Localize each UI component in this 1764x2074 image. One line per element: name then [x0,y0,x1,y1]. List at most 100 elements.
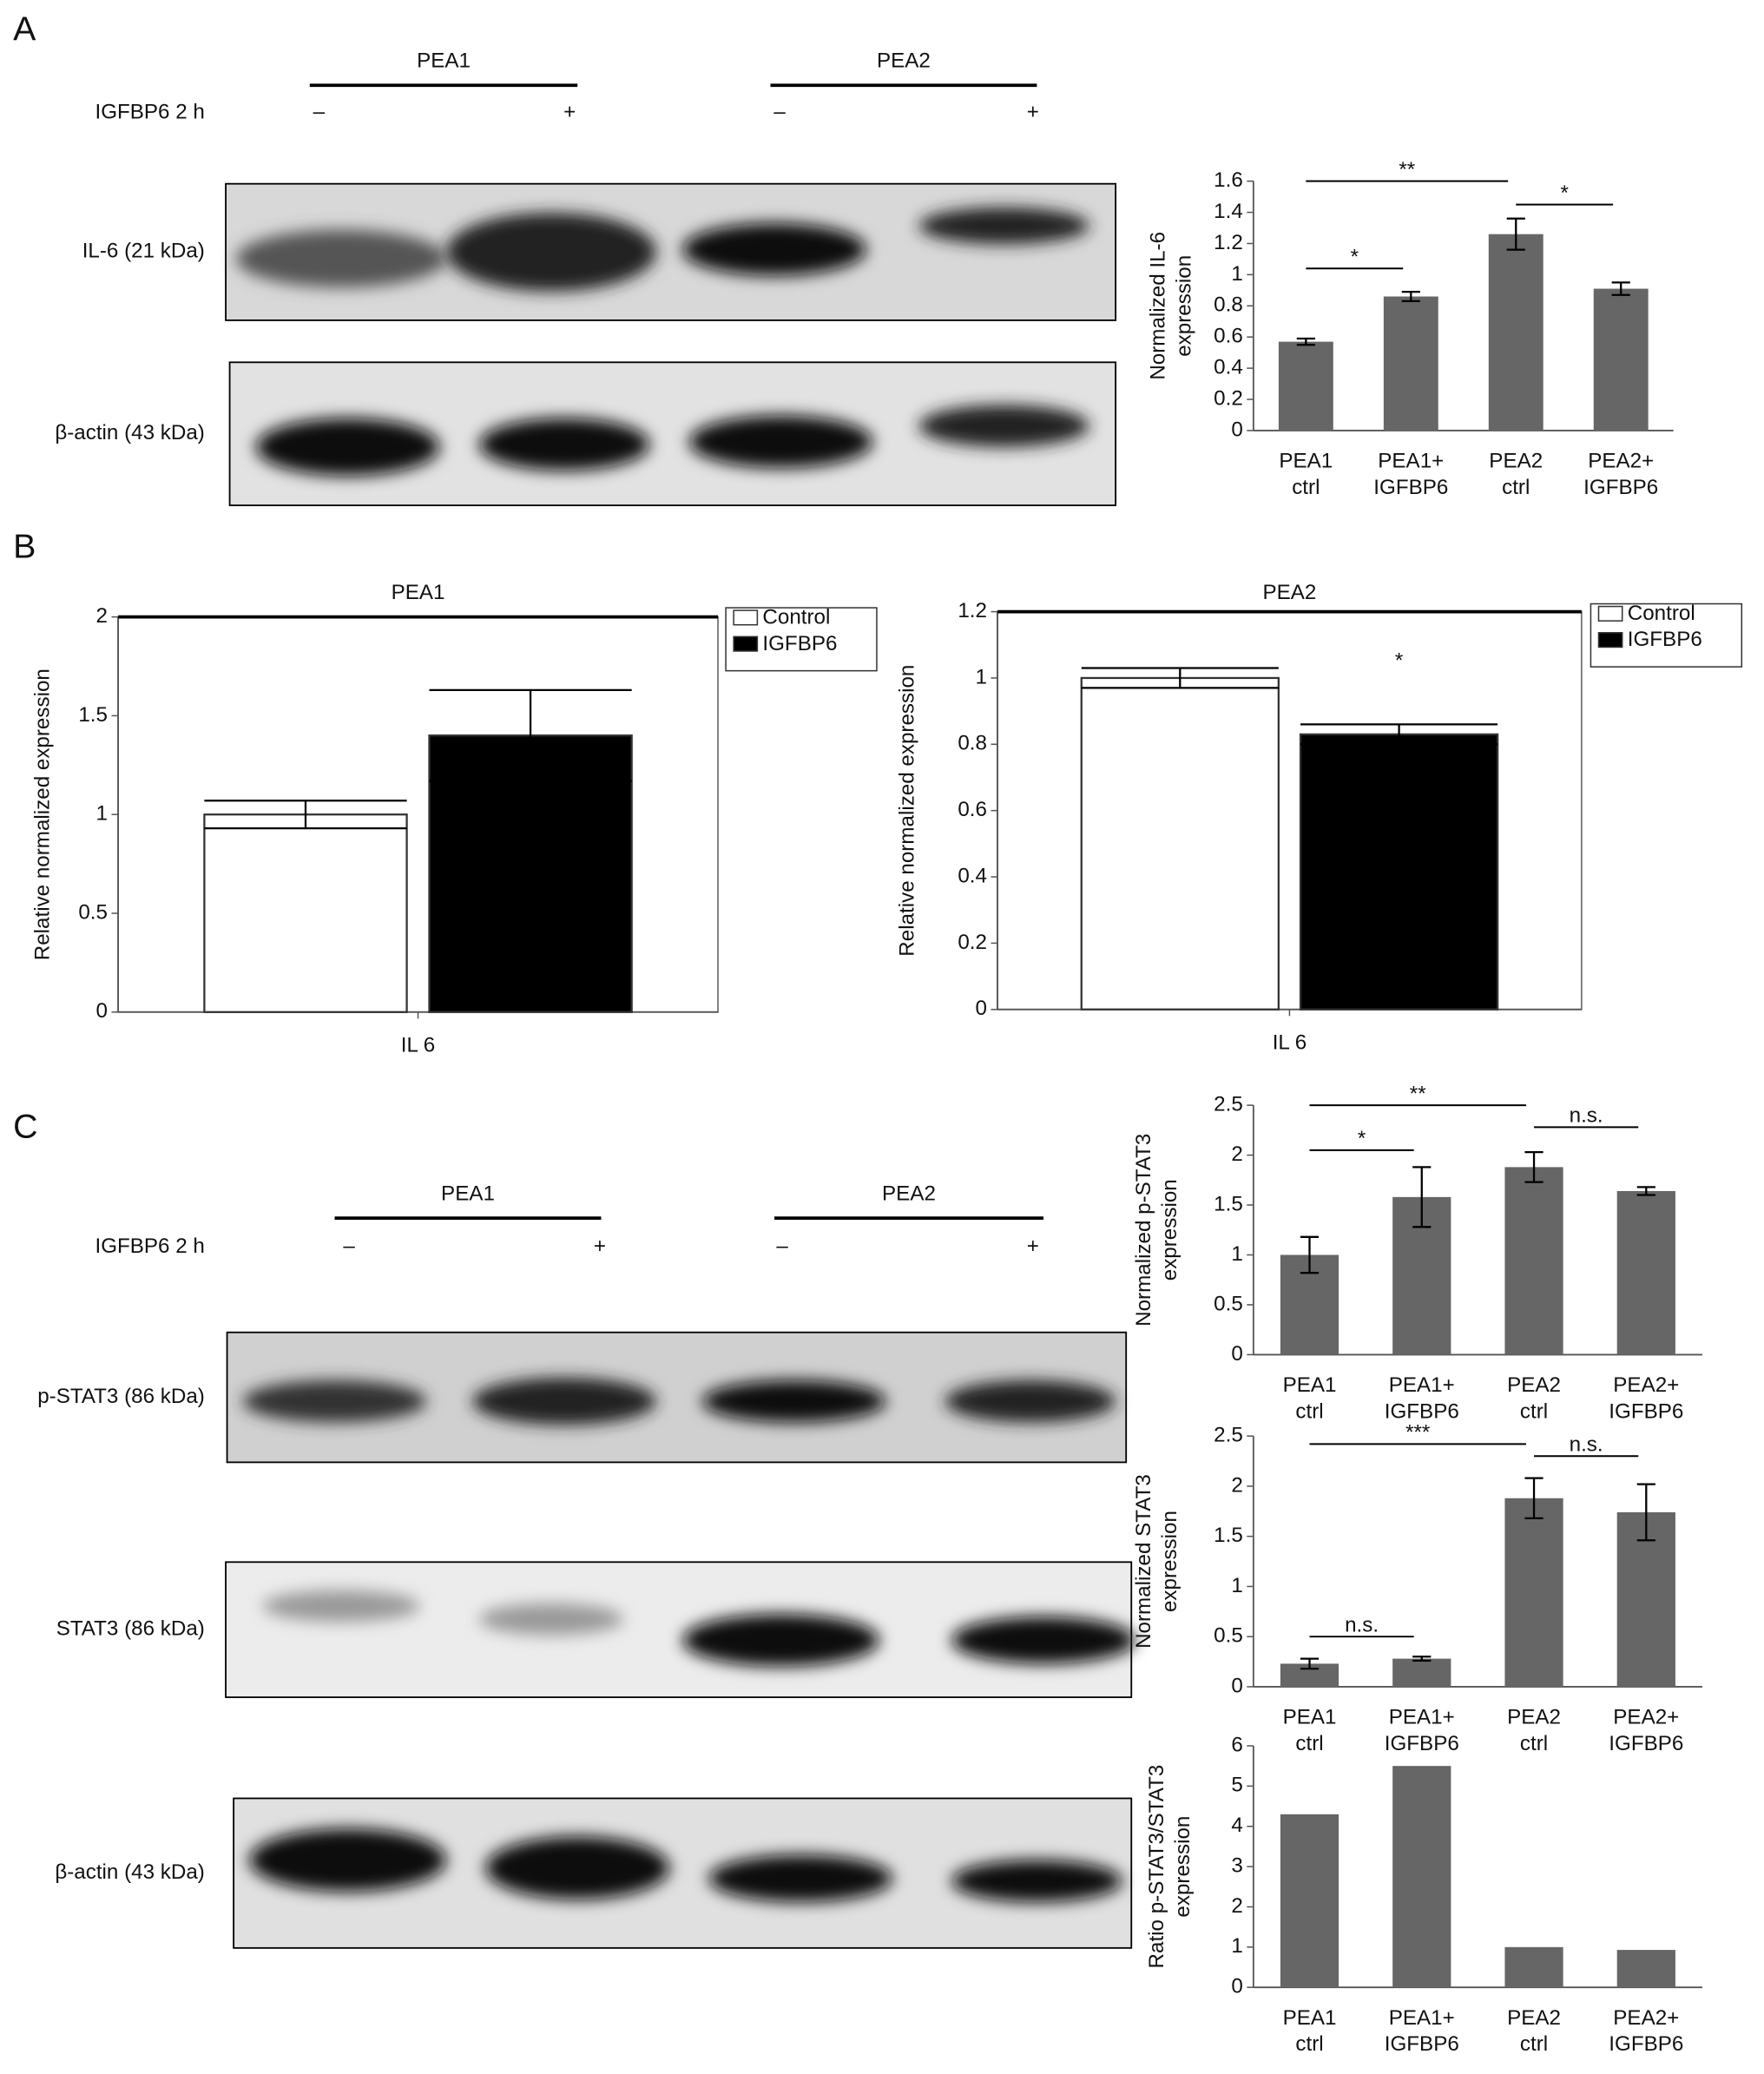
x-tick-label: PEA2+ [1613,1706,1679,1729]
x-tick-label: PEA1 [1283,1706,1337,1729]
row-label: STAT3 (86 kDa) [56,1617,205,1641]
y-tick-label: 3 [1231,1853,1242,1877]
y-tick-label: 0.2 [1214,386,1243,410]
x-tick-label: PEA2 [1507,1373,1561,1397]
bar [1616,1190,1675,1355]
y-tick-label: 0 [975,997,986,1020]
sign: – [776,1235,788,1258]
x-tick-label: PEA2+ [1613,1373,1679,1397]
bar [1504,1946,1563,1988]
band [682,1614,879,1667]
significance-label: n.s. [1345,1613,1379,1636]
bar [1616,1950,1675,1988]
x-tick-label: PEA1+ [1389,1706,1455,1729]
significance-label: * [1395,649,1404,673]
legend-label: Control [1628,602,1695,625]
error-bar [1300,1657,1320,1670]
y-tick-label: 1.2 [1214,231,1243,254]
bar [1392,1658,1451,1687]
x-tick-label: ctrl [1520,1399,1548,1423]
x-tick-label: IGFBP6 [1373,476,1448,499]
group-label: PEA2 [877,49,931,72]
band [485,1836,670,1900]
band [262,1590,420,1623]
x-tick-label: PEA2+ [1588,450,1654,473]
y-tick-label: 1 [1231,1242,1242,1266]
x-tick-label: IGFBP6 [1583,476,1658,499]
bar [1383,296,1438,431]
y-tick-label: 1 [1231,1574,1242,1597]
error-bar [204,800,407,830]
x-tick-label: PEA1+ [1389,2006,1455,2030]
bar [1504,1498,1563,1687]
y-axis-label: Relative normalized expression [896,665,919,957]
y-tick-label: 5 [1231,1774,1242,1797]
bar [1278,341,1333,431]
y-tick-label: 2 [96,604,108,628]
panel-label: A [13,10,36,49]
y-tick-label: 0 [1231,1674,1242,1697]
y-axis-label: Normalized p-STAT3 [1132,1134,1155,1327]
bar [1488,234,1544,431]
y-tick-label: 0.2 [958,931,987,954]
y-axis-label: Normalized STAT3 [1132,1474,1155,1649]
bar [1593,288,1649,431]
x-tick-label: PEA1 [1283,1373,1337,1397]
y-tick-label: 4 [1231,1814,1242,1837]
y-tick-label: 0.8 [958,732,987,755]
significance-label: * [1560,181,1569,205]
band [682,223,866,276]
error-bar [1412,1166,1432,1228]
x-tick-label: IGFBP6 [1385,1399,1459,1423]
panel-label: C [13,1108,37,1146]
x-tick-label: IGFBP6 [1609,2032,1683,2056]
band [472,1377,656,1425]
y-tick-label: 1.4 [1214,200,1243,223]
chart-title: PEA1 [392,581,445,604]
error-bar [1401,291,1420,303]
band [478,1603,624,1636]
x-tick-label: PEA1+ [1389,1373,1455,1397]
band [255,418,440,477]
x-tick-label: IGFBP6 [1385,1732,1459,1755]
x-tick-label: PEA2 [1489,450,1543,473]
sign: + [594,1235,606,1258]
y-tick-label: 1 [96,802,108,826]
bar [1504,1167,1563,1355]
y-tick-label: 0.5 [1214,1624,1243,1648]
significance-label: * [1358,1127,1366,1150]
error-bar [1412,1656,1432,1662]
legend-swatch [733,635,759,652]
group-label: PEA1 [441,1182,495,1205]
bar [1080,676,1280,1011]
row-label: β-actin (43 kDa) [55,1860,205,1884]
y-tick-label: 2.5 [1214,1093,1243,1116]
bar [1299,733,1499,1011]
x-tick-label: ctrl [1502,476,1530,499]
x-tick-label: ctrl [1295,2032,1323,2056]
y-tick-label: 0.5 [1214,1292,1243,1315]
band [918,405,1089,447]
row-label: IL-6 (21 kDa) [82,240,205,263]
y-tick-label: 1.5 [78,703,108,727]
y-tick-label: 1 [1231,262,1242,286]
x-tick-label: PEA2 [1507,2006,1561,2030]
y-tick-label: 1.5 [1214,1192,1243,1215]
x-tick-label: IL 6 [401,1033,435,1057]
bar [1616,1511,1675,1687]
error-bar [1524,1477,1544,1520]
y-axis-label: expression [1173,255,1196,357]
row-label: p-STAT3 (86 kDa) [37,1385,205,1408]
x-tick-label: ctrl [1520,2032,1548,2056]
y-tick-label: 2 [1231,1473,1242,1497]
legend-swatch [1597,632,1623,649]
y-axis-label: expression [1158,1511,1181,1612]
error-bar [1296,337,1315,346]
y-tick-label: 0.6 [1214,325,1243,348]
y-tick-label: 0.5 [78,900,108,924]
sign: + [1027,1235,1039,1258]
y-axis-label: expression [1158,1179,1181,1281]
x-tick-label: ctrl [1295,1732,1323,1755]
error-bar [1506,217,1525,251]
